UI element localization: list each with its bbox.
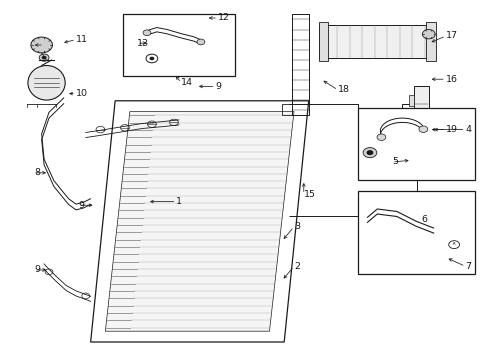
Bar [409,95,414,106]
Polygon shape [105,112,294,331]
Bar [358,191,475,274]
Text: 18: 18 [338,85,350,94]
Text: 3: 3 [294,222,300,231]
Bar [414,86,429,173]
Text: 13: 13 [137,39,149,48]
Circle shape [419,126,428,132]
Bar [358,108,475,180]
Circle shape [143,30,151,36]
Text: 4: 4 [466,125,471,134]
Circle shape [197,39,205,45]
Ellipse shape [28,66,65,100]
Circle shape [149,57,154,60]
Text: 9: 9 [34,266,40,274]
Circle shape [367,150,373,155]
Bar [318,25,431,58]
Circle shape [31,37,52,53]
Polygon shape [91,101,309,342]
Circle shape [146,54,158,63]
Text: 2: 2 [294,262,300,271]
Bar [409,153,414,164]
Text: 8: 8 [34,168,40,177]
Text: 12: 12 [218,13,230,22]
Circle shape [363,148,377,158]
Bar [318,22,328,61]
Text: 11: 11 [76,35,88,44]
Bar [292,14,309,115]
Text: 14: 14 [181,78,193,87]
Bar [122,14,235,76]
Text: 5: 5 [392,157,398,166]
Circle shape [377,134,386,140]
Bar [426,22,436,61]
Circle shape [422,30,435,39]
Text: 9: 9 [78,201,84,210]
Text: 1: 1 [176,197,182,206]
Text: 9: 9 [216,82,221,91]
Text: 6: 6 [421,215,427,224]
Text: 16: 16 [446,75,458,84]
Circle shape [42,56,47,59]
Text: 17: 17 [446,31,458,40]
Circle shape [449,241,460,248]
Text: 7: 7 [466,262,471,271]
Text: 10: 10 [76,89,88,98]
Text: 19: 19 [446,125,458,134]
Text: 15: 15 [304,190,316,199]
Circle shape [39,54,49,61]
